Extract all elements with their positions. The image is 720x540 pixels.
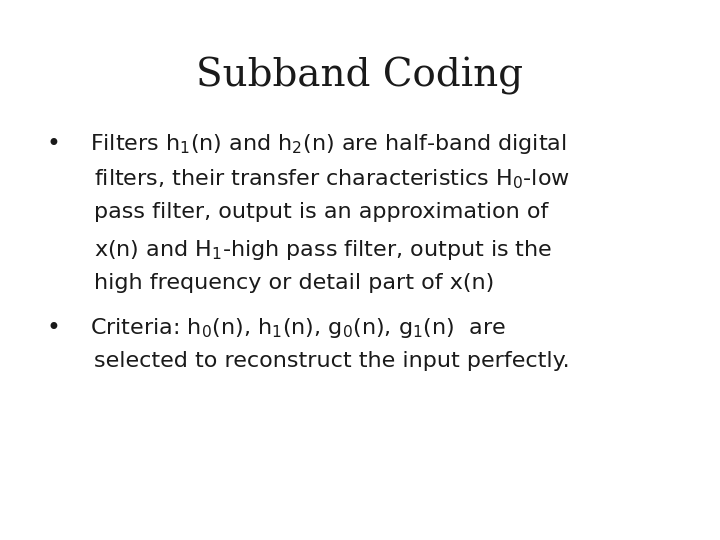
Text: pass filter, output is an approximation of: pass filter, output is an approximation …	[94, 202, 548, 222]
Text: selected to reconstruct the input perfectly.: selected to reconstruct the input perfec…	[94, 351, 570, 371]
Text: filters, their transfer characteristics H$_0$-low: filters, their transfer characteristics …	[94, 167, 570, 191]
Text: x(n) and H$_1$-high pass filter, output is the: x(n) and H$_1$-high pass filter, output …	[94, 238, 552, 261]
Text: Filters h$_1$(n) and h$_2$(n) are half-band digital: Filters h$_1$(n) and h$_2$(n) are half-b…	[90, 132, 567, 156]
Text: Subband Coding: Subband Coding	[197, 57, 523, 94]
Text: •: •	[47, 132, 60, 156]
Text: Criteria: h$_0$(n), h$_1$(n), g$_0$(n), g$_1$(n)  are: Criteria: h$_0$(n), h$_1$(n), g$_0$(n), …	[90, 316, 506, 340]
Text: •: •	[47, 316, 60, 340]
Text: high frequency or detail part of x(n): high frequency or detail part of x(n)	[94, 273, 494, 293]
